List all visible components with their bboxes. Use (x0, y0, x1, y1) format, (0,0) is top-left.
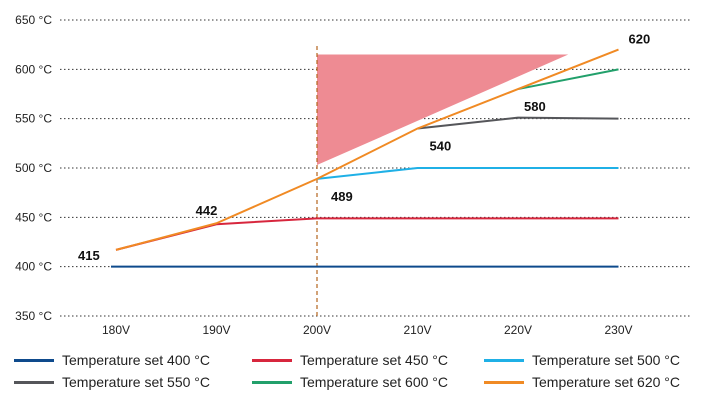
legend-label: Temperature set 450 °C (300, 352, 449, 368)
legend-label: Temperature set 620 °C (532, 374, 681, 390)
data-label: 540 (430, 139, 452, 154)
y-tick-label: 400 °C (15, 260, 52, 274)
data-label: 580 (524, 99, 546, 114)
data-label: 489 (331, 189, 353, 204)
legend-label: Temperature set 550 °C (62, 374, 211, 390)
legend-swatch (14, 380, 54, 384)
legend-label: Temperature set 400 °C (62, 352, 211, 368)
legend-swatch (14, 358, 54, 362)
x-tick-label: 210V (403, 323, 431, 337)
y-tick-label: 550 °C (15, 112, 52, 126)
legend-swatch (252, 358, 292, 362)
legend-swatch (484, 380, 524, 384)
data-labels: 415 442 489 540 580 620 (78, 32, 650, 263)
x-tick-label: 220V (504, 323, 532, 337)
legend-label: Temperature set 600 °C (300, 374, 449, 390)
y-axis-ticks: 350 °C 400 °C 450 °C 500 °C 550 °C 600 °C 650 … (15, 13, 52, 323)
legend-swatch (252, 380, 292, 384)
y-tick-label: 600 °C (15, 62, 52, 76)
legend-item: Temperature set 400 °C (14, 352, 210, 368)
x-tick-label: 200V (303, 323, 331, 337)
shaded-region (317, 54, 569, 166)
y-tick-label: 650 °C (15, 13, 52, 27)
y-tick-label: 450 °C (15, 210, 52, 224)
legend-item: Temperature set 620 °C (484, 374, 680, 390)
legend-label: Temperature set 500 °C (532, 352, 681, 368)
legend-item: Temperature set 550 °C (14, 374, 210, 390)
series-line-5 (115, 48, 619, 251)
legend-item: Temperature set 450 °C (252, 352, 448, 368)
data-label: 442 (196, 203, 218, 218)
series-line-3 (417, 116, 619, 130)
legend-item: Temperature set 500 °C (484, 352, 680, 368)
y-tick-label: 500 °C (15, 161, 52, 175)
chart: 350 °C 400 °C 450 °C 500 °C 550 °C 600 °C 650 … (15, 13, 690, 337)
series-line-4 (517, 68, 619, 91)
x-axis-ticks: 180V 190V 200V 210V 220V 230V (102, 323, 633, 337)
shaded-triangle (317, 54, 569, 166)
series-lines (111, 48, 619, 268)
x-tick-label: 180V (102, 323, 130, 337)
series-line-1 (115, 217, 619, 251)
series-line-2 (316, 167, 619, 180)
data-label: 620 (629, 32, 651, 47)
x-tick-label: 230V (604, 323, 632, 337)
x-tick-label: 190V (202, 323, 230, 337)
legend-swatch (484, 358, 524, 362)
legend-item: Temperature set 600 °C (252, 374, 448, 390)
y-tick-label: 350 °C (15, 309, 52, 323)
data-label: 415 (78, 248, 100, 263)
